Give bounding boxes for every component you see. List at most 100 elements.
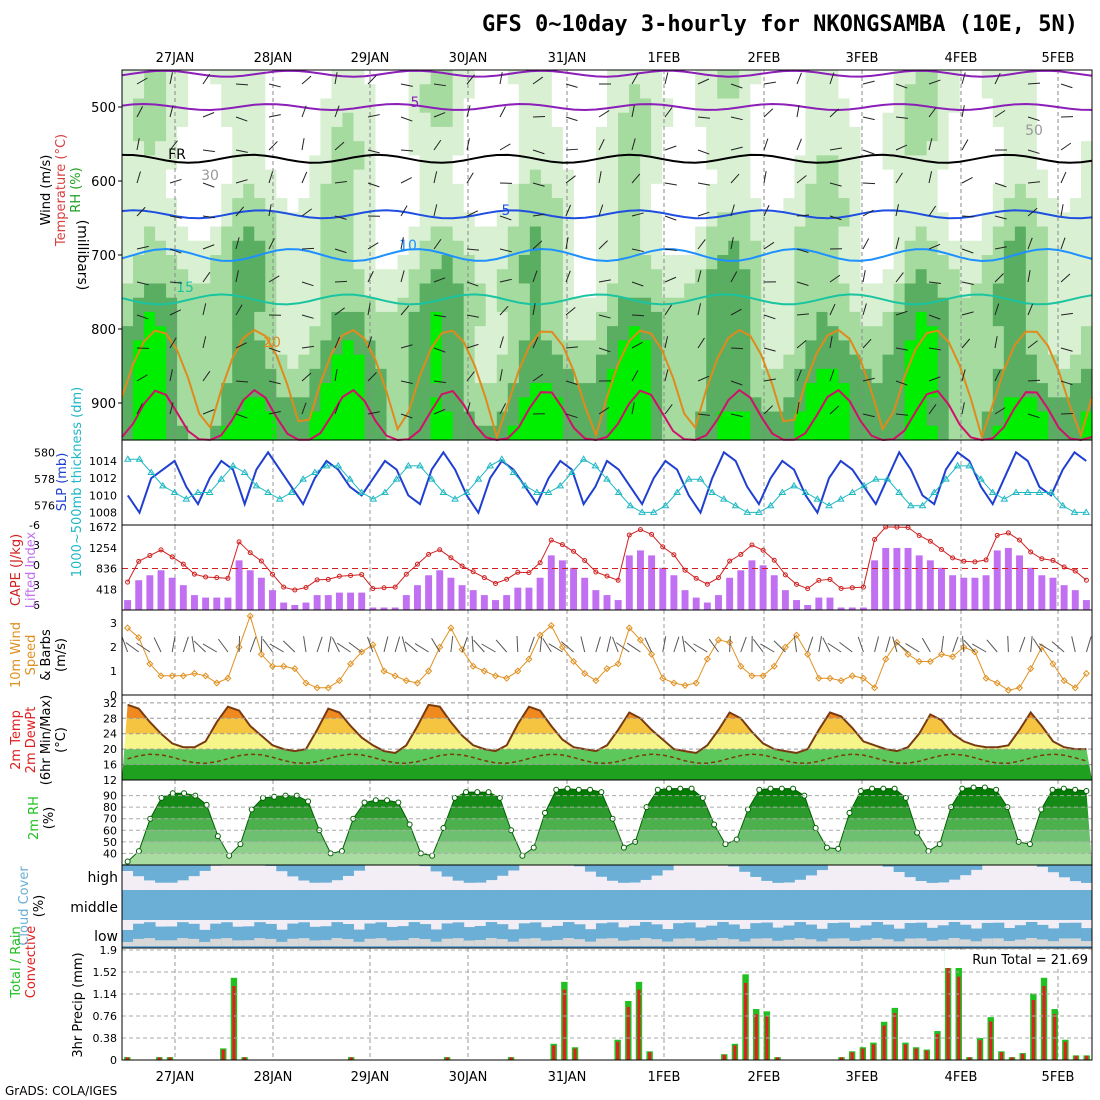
cape-bar	[949, 575, 957, 610]
rh-cell	[254, 112, 266, 128]
cape-bar	[269, 590, 276, 610]
wind-barb	[565, 413, 578, 419]
rh-cell	[1025, 425, 1038, 441]
wind-barb	[829, 274, 841, 283]
rh-cell	[915, 383, 928, 398]
wind-barb	[631, 370, 639, 382]
rh-cell	[761, 126, 773, 142]
rh-cell	[849, 169, 862, 185]
wind-barb	[1039, 643, 1054, 653]
cloud-low-gray	[937, 939, 950, 946]
wind-barb	[763, 81, 776, 85]
rh-cell	[529, 425, 542, 441]
rh-point	[677, 785, 684, 792]
rh-cell	[926, 411, 939, 427]
rh-cell	[584, 155, 597, 171]
cloud-high	[1058, 865, 1071, 878]
rh-cell	[970, 183, 983, 199]
wind-barb	[862, 80, 875, 85]
rh-cell	[463, 269, 476, 285]
rh-cell	[981, 112, 994, 128]
cape-bar	[1071, 590, 1079, 610]
rh-cell	[320, 269, 333, 285]
thickness-point	[1070, 508, 1079, 515]
rh-cell	[651, 112, 663, 128]
rh-cell	[507, 411, 520, 427]
rh-cell	[849, 212, 862, 228]
rh-cell	[915, 255, 928, 270]
rh-cell	[1058, 297, 1071, 313]
rh-cell	[353, 283, 366, 299]
rh-cell	[562, 297, 575, 313]
rh-cell	[375, 70, 388, 85]
rh-cell	[144, 198, 156, 213]
wind-speed-point	[213, 679, 221, 687]
precip-rain-bar	[967, 1057, 972, 1060]
rh-cell	[595, 198, 608, 213]
rh-cell	[937, 269, 950, 285]
rh-cell	[794, 155, 807, 171]
rh-cell	[1014, 198, 1027, 213]
rh-cell	[287, 368, 299, 384]
rh-cell	[838, 70, 851, 85]
rh-cell	[188, 226, 200, 242]
thickness-point	[708, 488, 717, 495]
rh-cell	[750, 84, 762, 100]
cloud-low	[265, 923, 277, 948]
cloud-low	[607, 922, 619, 948]
rh-cell	[496, 198, 509, 213]
rh-cell	[981, 126, 994, 142]
rh-cell	[331, 70, 344, 85]
thickness-point	[638, 508, 646, 515]
wind-barb	[697, 211, 710, 217]
rh-cell	[298, 240, 310, 256]
rh-cell	[794, 141, 807, 156]
rh-cell	[287, 198, 299, 213]
cloud-low-gray	[441, 938, 454, 946]
rh-cell	[518, 368, 531, 384]
isotherm-line	[121, 293, 1093, 306]
wind-barb	[697, 182, 710, 186]
rh-cell	[430, 269, 443, 285]
rh-cell	[926, 226, 939, 242]
rh-cell	[188, 354, 200, 370]
wind-barb	[171, 636, 176, 653]
rh-cell	[507, 397, 520, 413]
cape-bar	[347, 592, 355, 610]
rh-cell	[750, 226, 762, 242]
rh-cell	[540, 169, 553, 185]
rh-cell	[1047, 269, 1060, 285]
precip-rain-bar	[1010, 1057, 1014, 1060]
rh-cell	[695, 368, 707, 384]
tick-label: 836	[96, 563, 117, 576]
rh-cell	[948, 141, 961, 156]
wind-barb	[400, 305, 410, 316]
wind-speed-point	[915, 657, 923, 666]
thickness-point	[147, 468, 156, 476]
rh-cell	[1014, 354, 1027, 370]
rh-cell	[265, 112, 277, 128]
wind-barb	[994, 370, 1001, 382]
precip-rain-bar	[232, 986, 236, 1060]
rh-cell	[816, 411, 829, 427]
rh-cell	[673, 297, 685, 313]
rh-cell	[375, 283, 388, 299]
rh-cell	[496, 255, 509, 270]
rh-cell	[794, 425, 807, 441]
cloud-middle	[188, 890, 200, 920]
axis-label: (%)	[32, 895, 47, 918]
wind-barb	[499, 143, 511, 151]
rh-cell	[529, 240, 542, 256]
rh-cell	[309, 183, 322, 199]
cape-bar	[1082, 600, 1090, 610]
rh-cell	[684, 198, 696, 213]
cloud-high	[948, 865, 961, 880]
wind-barb	[796, 281, 809, 286]
rh-cell	[221, 397, 233, 413]
rh-cell	[673, 383, 685, 398]
wind-barb	[565, 204, 572, 217]
cloud-middle	[838, 890, 850, 920]
rh-cell	[915, 368, 928, 384]
rh-cell	[871, 354, 884, 370]
rh-cell	[849, 255, 862, 270]
